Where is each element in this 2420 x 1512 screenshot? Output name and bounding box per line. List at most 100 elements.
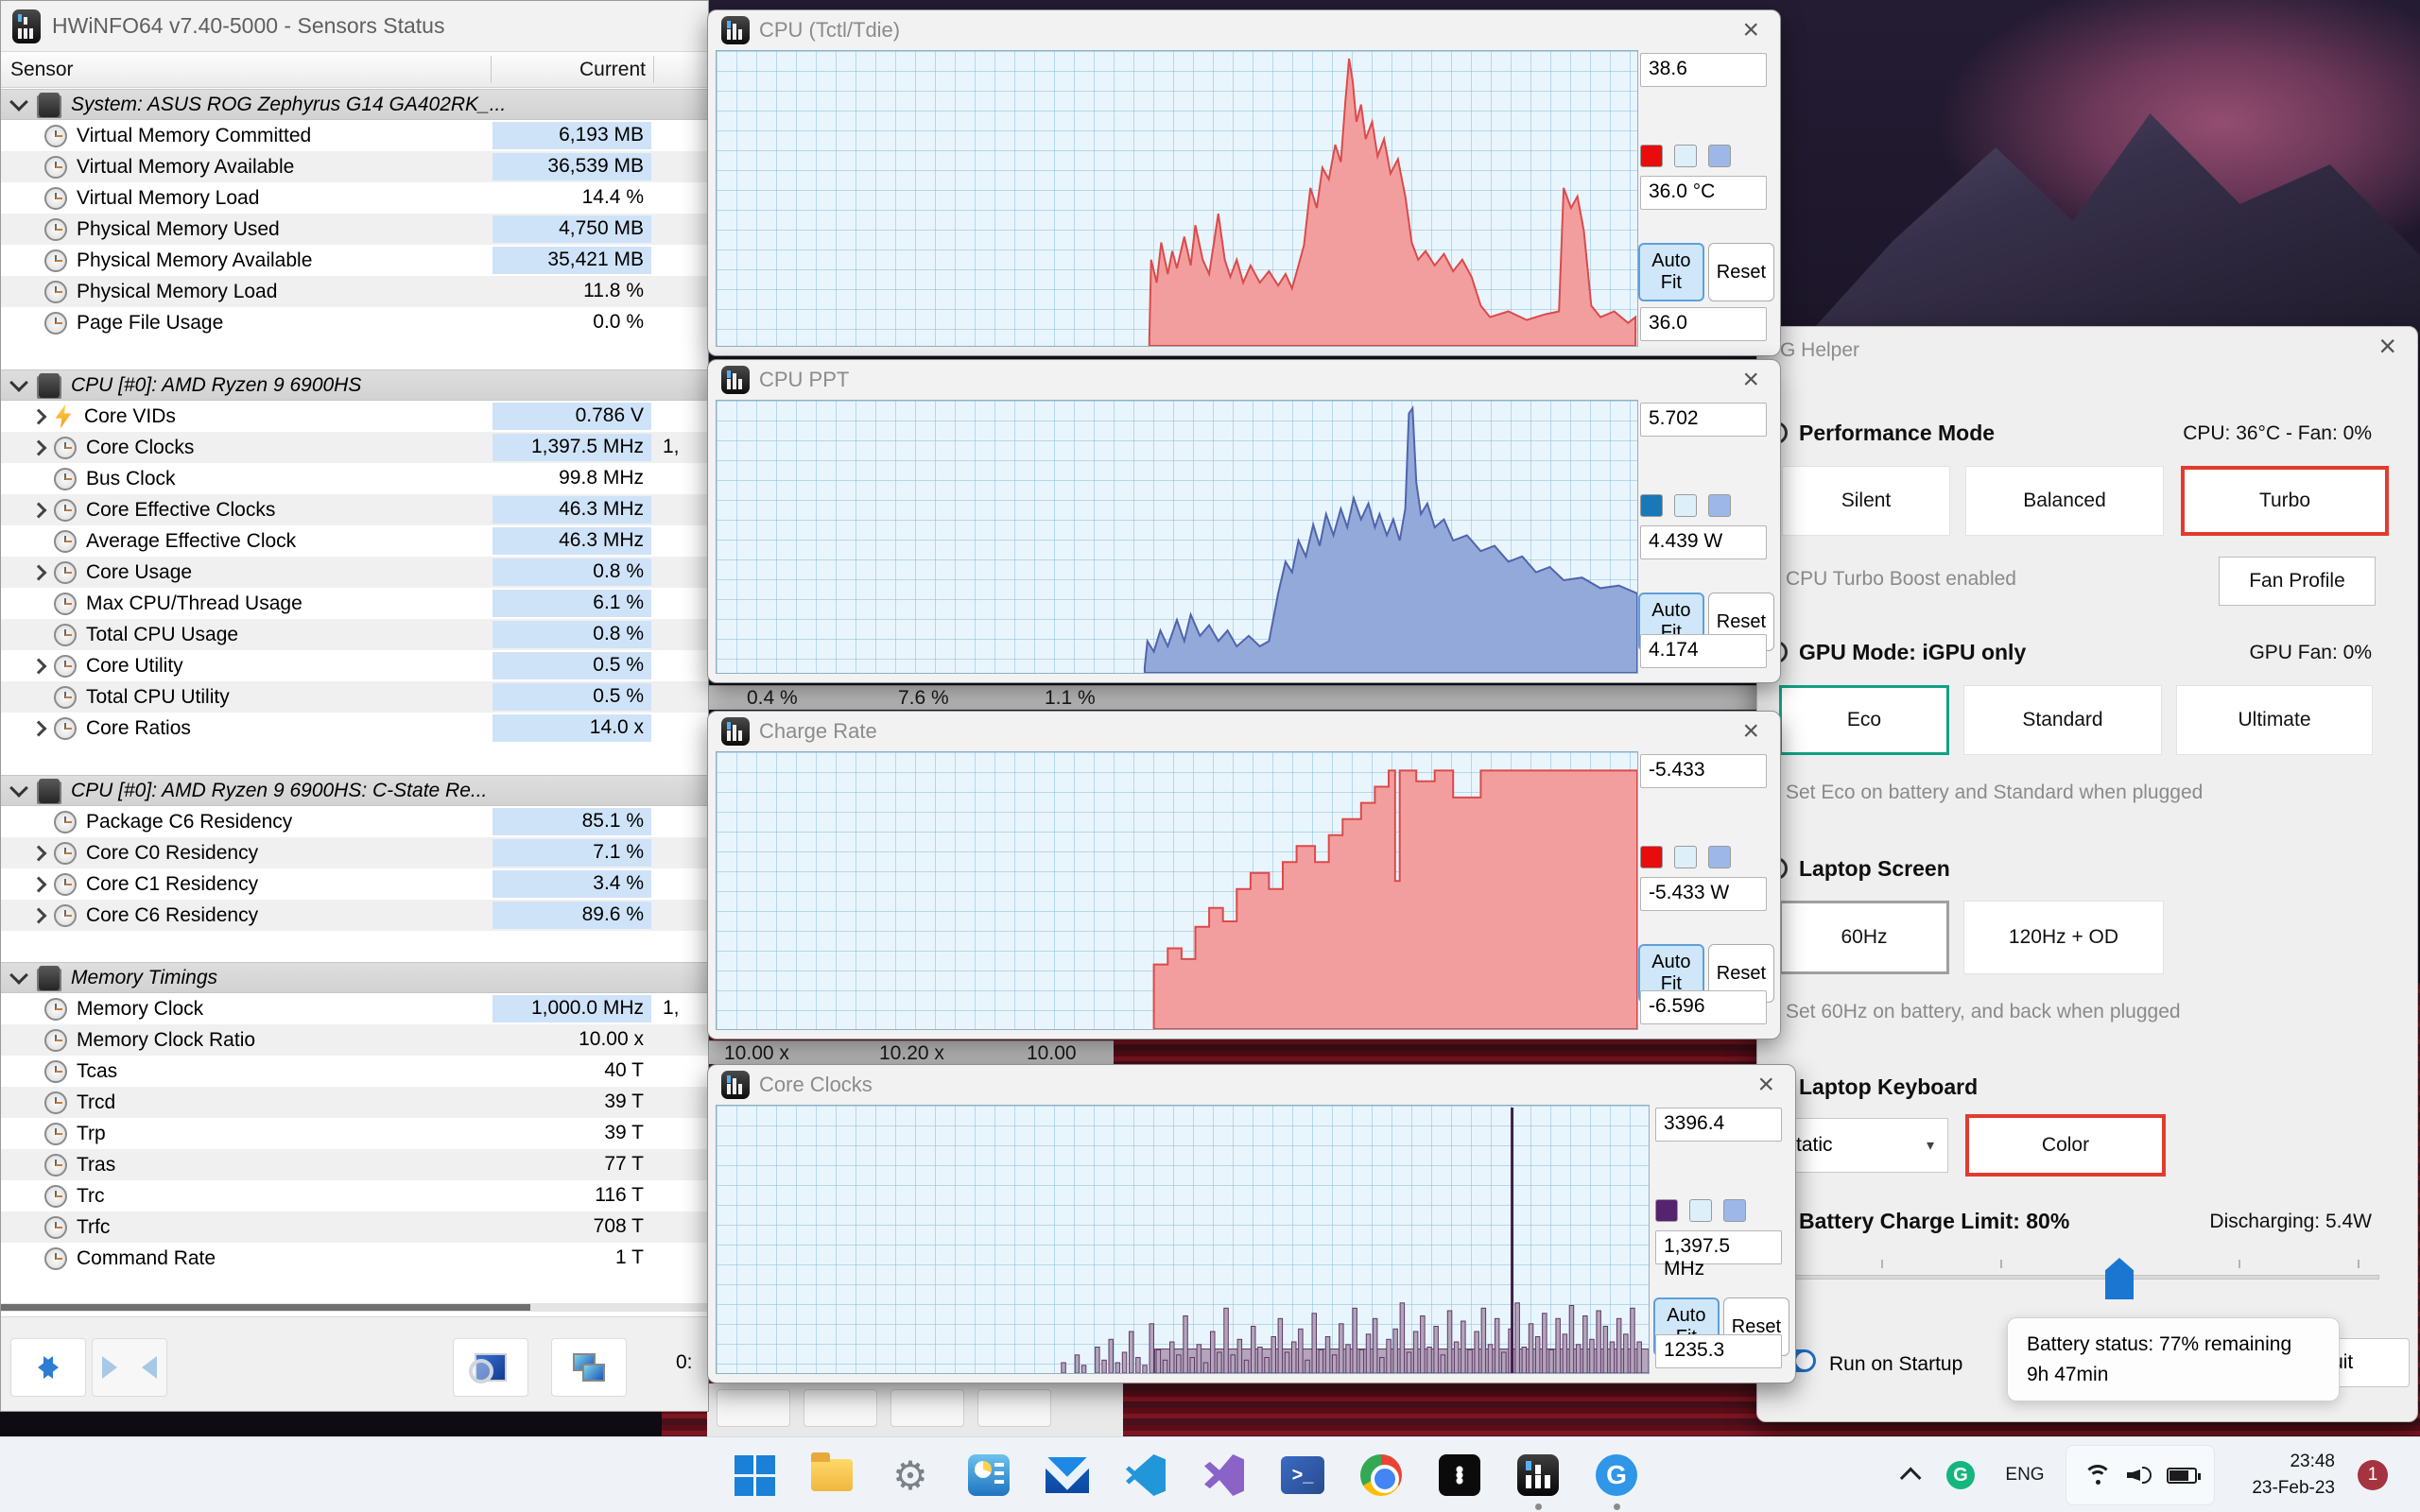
system-tray-group[interactable] [2066,1445,2215,1505]
sensor-table-header[interactable]: Sensor Current [1,52,708,88]
sensor-row[interactable]: Core Effective Clocks 46.3 MHz [1,494,708,525]
reset-button[interactable]: Reset [1707,243,1774,301]
battery-limit-slider-handle[interactable] [2105,1258,2134,1299]
visual-studio-button[interactable] [1201,1452,1247,1498]
taskbar-clock[interactable]: 23:48 23-Feb-23 [2240,1449,2335,1501]
sensor-group-header[interactable]: CPU [#0]: AMD Ryzen 9 6900HS: C-State Re… [1,775,708,806]
graph-titlebar[interactable]: Charge Rate × [708,712,1780,751]
sensor-row[interactable]: Tcas 40 T [1,1056,708,1087]
keyboard-color-button[interactable]: Color [1965,1114,2166,1177]
sensor-row[interactable]: Average Effective Clock 46.3 MHz [1,525,708,557]
sensor-row[interactable]: Package C6 Residency 85.1 % [1,806,708,837]
mode-turbo-button[interactable]: Turbo [2181,466,2389,536]
chevron-down-icon[interactable] [9,965,28,985]
graph-color-swatches[interactable] [1640,846,1731,868]
series-color-swatch[interactable] [1655,1199,1678,1222]
sensor-row[interactable]: Virtual Memory Committed 6,193 MB [1,120,708,151]
gpu-standard-button[interactable]: Standard [1963,685,2162,755]
sensor-row[interactable]: Trcd 39 T [1,1087,708,1118]
control-panel-button[interactable] [966,1452,1011,1498]
sensor-row[interactable]: Memory Clock 1,000.0 MHz 1, [1,993,708,1024]
close-icon[interactable]: × [1757,1069,1774,1100]
remote-monitoring-button[interactable] [551,1338,627,1397]
sensor-row[interactable]: Core Utility 0.5 % [1,650,708,681]
close-icon[interactable]: × [2378,329,2396,363]
sensor-group-header[interactable]: CPU [#0]: AMD Ryzen 9 6900HS [1,369,708,401]
system-summary-button[interactable] [453,1338,528,1397]
gpu-eco-button[interactable]: Eco [1779,685,1949,755]
sensor-row[interactable]: Trc 116 T [1,1180,708,1211]
series-color-swatch[interactable] [1640,846,1663,868]
chevron-right-icon[interactable] [30,564,47,580]
background-color-swatch[interactable] [1689,1199,1712,1222]
expand-columns-button[interactable] [10,1338,86,1397]
gpu-ultimate-button[interactable]: Ultimate [2176,685,2373,755]
column-sensor[interactable]: Sensor [10,59,74,80]
sensor-row[interactable]: Virtual Memory Available 36,539 MB [1,151,708,182]
background-color-swatch[interactable] [1674,494,1697,517]
chevron-right-icon[interactable] [30,907,47,923]
powershell-button[interactable]: >_ [1280,1452,1325,1498]
chevron-right-icon[interactable] [30,439,47,455]
sensor-row[interactable]: Physical Memory Available 35,421 MB [1,245,708,276]
sensor-row[interactable]: Command Rate 1 T [1,1243,708,1274]
sensor-row[interactable]: Core Clocks 1,397.5 MHz 1, [1,432,708,463]
sensor-row[interactable]: Core Ratios 14.0 x [1,713,708,744]
chevron-right-icon[interactable] [30,876,47,892]
graph-titlebar[interactable]: CPU (Tctl/Tdie) × [708,10,1780,50]
graph-color-swatches[interactable] [1655,1199,1746,1222]
chevron-right-icon[interactable] [30,502,47,518]
sensor-row[interactable]: Core C1 Residency 3.4 % [1,868,708,900]
fan-profile-button[interactable]: Fan Profile [2219,557,2376,606]
sensor-row[interactable]: Virtual Memory Load 14.4 % [1,182,708,214]
sensor-row[interactable]: Core C0 Residency 7.1 % [1,837,708,868]
series-color-swatch[interactable] [1640,494,1663,517]
series-color-swatch[interactable] [1640,145,1663,167]
sensor-row[interactable]: Page File Usage 0.0 % [1,307,708,338]
graph-titlebar[interactable]: Core Clocks × [708,1065,1795,1105]
sensor-row[interactable]: Total CPU Utility 0.5 % [1,681,708,713]
language-indicator[interactable]: ENG [1996,1452,2053,1498]
black-app-button[interactable] [1437,1452,1482,1498]
chevron-down-icon[interactable] [9,372,28,392]
sensor-row[interactable]: Physical Memory Load 11.8 % [1,276,708,307]
chevron-right-icon[interactable] [30,658,47,674]
sensor-row[interactable]: Core VIDs 0.786 V [1,401,708,432]
chevron-right-icon[interactable] [30,408,47,424]
mode-silent-button[interactable]: Silent [1782,466,1950,536]
tray-overflow-button[interactable] [1891,1452,1936,1498]
sensor-row[interactable]: Physical Memory Used 4,750 MB [1,214,708,245]
auto-fit-button[interactable]: Auto Fit [1638,243,1704,301]
sensor-row[interactable]: Bus Clock 99.8 MHz [1,463,708,494]
grammarly-tray-button[interactable]: G [1938,1452,1983,1498]
sensor-row[interactable]: Memory Clock Ratio 10.00 x [1,1024,708,1056]
sensor-row[interactable]: Trfc 708 T [1,1211,708,1243]
close-icon[interactable]: × [1742,715,1759,747]
sensor-row[interactable]: Trp 39 T [1,1118,708,1149]
graph-color-swatches[interactable] [1640,145,1731,167]
file-explorer-button[interactable] [809,1452,855,1498]
grid-color-swatch[interactable] [1708,145,1731,167]
vscode-button[interactable] [1123,1452,1168,1498]
screen-120hz-button[interactable]: 120Hz + OD [1963,901,2164,974]
notification-badge[interactable]: 1 [2358,1460,2388,1490]
sensor-row[interactable]: Core Usage 0.8 % [1,557,708,588]
close-icon[interactable]: × [1742,14,1759,45]
close-icon[interactable]: × [1742,364,1759,395]
grid-color-swatch[interactable] [1708,494,1731,517]
chevron-down-icon[interactable] [9,92,28,112]
chrome-button[interactable] [1358,1452,1404,1498]
horizontal-scrollbar[interactable] [1,1303,708,1312]
mail-button[interactable] [1045,1452,1090,1498]
hwinfo-taskbar-button[interactable] [1515,1452,1561,1498]
background-color-swatch[interactable] [1674,145,1697,167]
settings-button[interactable]: ⚙ [888,1452,933,1499]
background-color-swatch[interactable] [1674,846,1697,868]
ghelper-taskbar-button[interactable]: G [1594,1452,1639,1498]
grid-color-swatch[interactable] [1723,1199,1746,1222]
chevron-right-icon[interactable] [30,720,47,736]
chevron-right-icon[interactable] [30,845,47,861]
start-button[interactable] [732,1452,777,1498]
battery-limit-slider-track[interactable] [1767,1275,2379,1280]
hwinfo-titlebar[interactable]: HWiNFO64 v7.40-5000 - Sensors Status [1,1,708,52]
